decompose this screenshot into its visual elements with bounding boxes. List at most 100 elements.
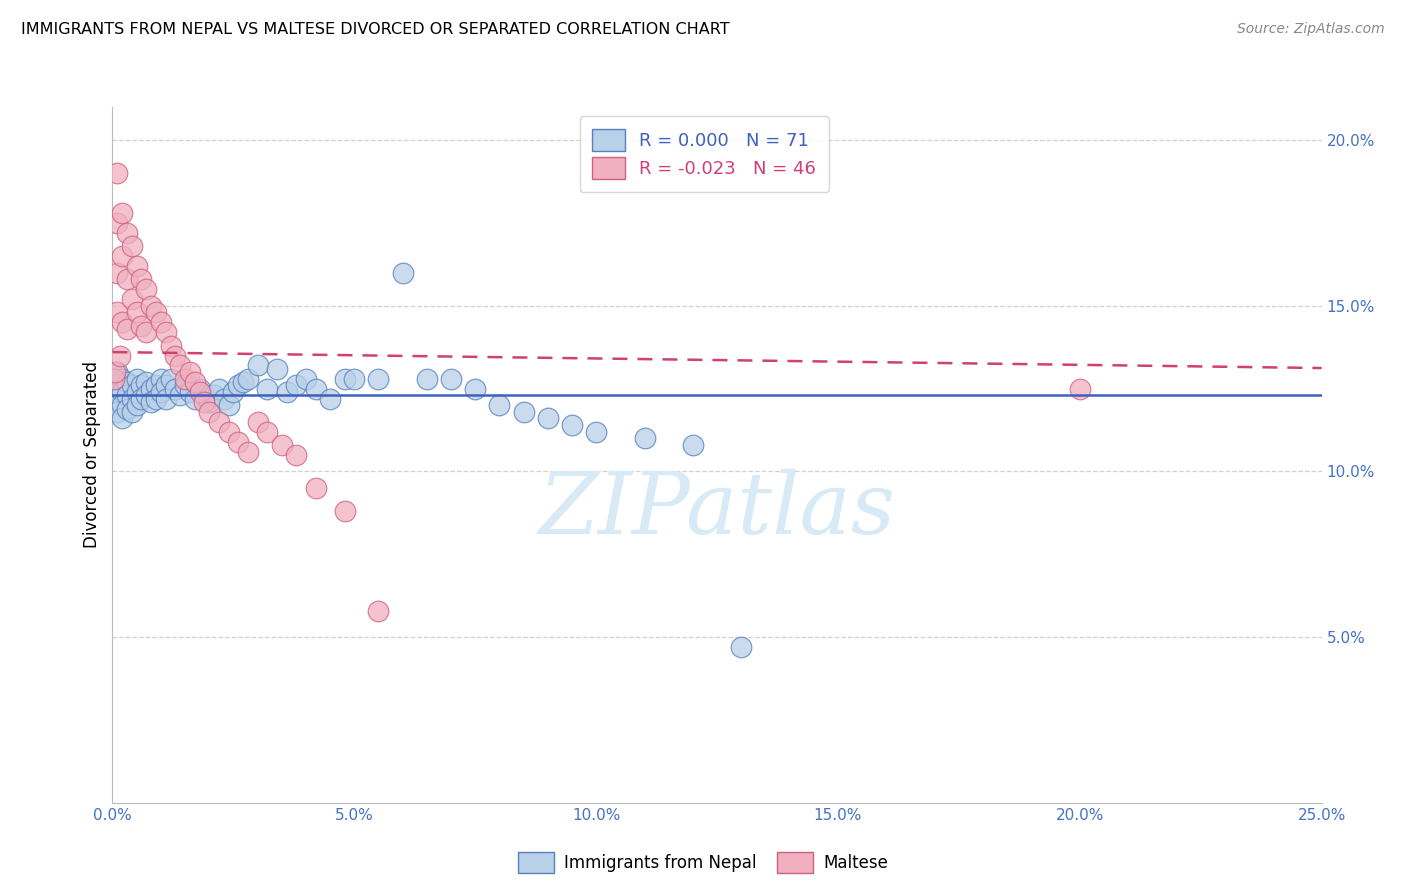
Point [198,405,221,419]
Point [121,292,143,306]
Point [730,640,752,654]
Point [179,384,201,399]
Point [333,504,356,518]
Point [149,315,172,329]
Legend: Immigrants from Nepal, Maltese: Immigrants from Nepal, Maltese [510,846,896,880]
Point [202,388,225,402]
Point [135,326,157,340]
Point [105,365,128,379]
Point [125,384,148,399]
Point [141,395,163,409]
Point [179,365,201,379]
Point [246,359,269,373]
Point [103,372,125,386]
Point [111,384,134,399]
Point [236,372,259,386]
Point [222,384,245,399]
Point [193,388,215,402]
Point [285,378,308,392]
Point [111,249,134,263]
Point [232,375,254,389]
Point [295,372,318,386]
Point [193,395,215,409]
Point [135,282,157,296]
Point [165,382,187,396]
Point [165,349,187,363]
Point [149,384,172,399]
Point [304,481,326,495]
Point [115,401,138,416]
Point [125,259,148,273]
Point [1069,382,1091,396]
Point [145,392,167,406]
Point [105,166,128,180]
Text: IMMIGRANTS FROM NEPAL VS MALTESE DIVORCED OR SEPARATED CORRELATION CHART: IMMIGRANTS FROM NEPAL VS MALTESE DIVORCE… [21,22,730,37]
Point [111,411,134,425]
Point [391,266,413,280]
Point [155,378,177,392]
Point [121,239,143,253]
Point [585,425,607,439]
Point [226,434,249,449]
Point [285,448,308,462]
Point [212,392,235,406]
Point [174,372,197,386]
Point [440,372,463,386]
Point [256,425,278,439]
Point [149,372,172,386]
Point [226,378,249,392]
Point [111,315,134,329]
Point [208,382,231,396]
Point [155,392,177,406]
Point [121,405,143,419]
Point [236,444,259,458]
Point [343,372,366,386]
Point [537,411,560,425]
Point [105,405,128,419]
Point [256,382,278,396]
Point [121,392,143,406]
Point [121,378,143,392]
Point [198,395,221,409]
Point [169,388,191,402]
Point [266,361,288,376]
Point [105,216,128,230]
Point [105,392,128,406]
Point [115,226,138,240]
Point [159,338,181,352]
Point [682,438,704,452]
Text: Source: ZipAtlas.com: Source: ZipAtlas.com [1237,22,1385,37]
Point [105,305,128,319]
Point [159,372,181,386]
Point [512,405,534,419]
Point [246,415,269,429]
Point [108,349,131,363]
Point [270,438,292,452]
Point [115,388,138,402]
Point [131,272,153,286]
Legend: R = 0.000   N = 71, R = -0.023   N = 46: R = 0.000 N = 71, R = -0.023 N = 46 [579,116,830,192]
Point [633,431,655,445]
Point [188,382,211,396]
Point [111,372,134,386]
Point [131,318,153,333]
Y-axis label: Divorced or Separated: Divorced or Separated [83,361,101,549]
Point [108,382,131,396]
Point [111,206,134,220]
Point [169,359,191,373]
Point [141,382,163,396]
Point [208,415,231,429]
Point [367,372,389,386]
Point [319,392,342,406]
Point [131,378,153,392]
Point [105,266,128,280]
Point [115,272,138,286]
Point [141,299,163,313]
Point [135,388,157,402]
Point [174,378,197,392]
Point [367,604,389,618]
Point [183,392,205,406]
Point [561,418,583,433]
Point [111,398,134,412]
Point [125,372,148,386]
